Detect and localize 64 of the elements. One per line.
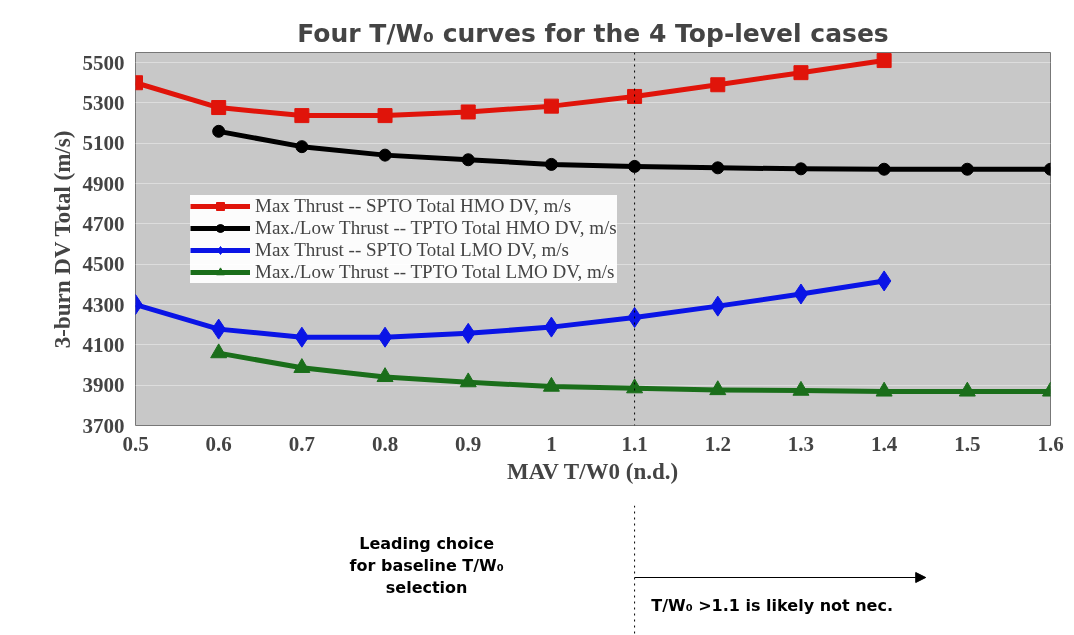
point (459, 372, 477, 388)
x-tick-label: 1.6 (1037, 431, 1064, 456)
legend-label: Max./Low Thrust -- TPTO Total HMO DV, m/s (255, 216, 617, 239)
x-tick-label: 0.5 (122, 431, 149, 456)
point (875, 381, 893, 397)
point (377, 326, 393, 348)
x-tick-label: 0.7 (288, 431, 315, 456)
point (294, 108, 310, 124)
point (709, 380, 727, 396)
point (876, 270, 892, 292)
point (211, 100, 227, 116)
y-tick-label: 4100 (82, 332, 125, 357)
y-tick-label: 5300 (82, 90, 125, 115)
x-tick-label: 1.3 (787, 431, 815, 456)
point (626, 378, 644, 394)
x-tick-label: 1.2 (704, 431, 731, 456)
point (793, 283, 809, 305)
chart-title: Four T/W₀ curves for the 4 Top-level cases (297, 18, 889, 48)
point (376, 367, 394, 383)
point (793, 65, 809, 81)
point (711, 161, 725, 175)
point (295, 140, 309, 154)
y-tick-label: 4500 (82, 252, 125, 277)
point (212, 124, 226, 138)
x-tick-label: 1 (546, 431, 557, 456)
point (960, 162, 974, 176)
point (543, 98, 559, 114)
y-tick-label: 5500 (82, 50, 125, 75)
x-tick-label: 1.5 (954, 431, 981, 456)
legend-label: Max./Low Thrust -- TPTO Total LMO DV, m/s (255, 260, 615, 283)
point (794, 162, 808, 176)
point (378, 148, 392, 162)
y-tick-label: 4300 (82, 292, 125, 317)
x-tick-label: 0.8 (371, 431, 399, 456)
legend-label: Max Thrust -- SPTO Total LMO DV, m/s (255, 238, 569, 261)
point (792, 380, 810, 396)
y-tick-label: 4700 (82, 211, 125, 236)
point (958, 381, 976, 397)
y-tick-label: 5100 (82, 131, 125, 156)
y-tick-label: 3700 (82, 413, 125, 438)
point (293, 358, 311, 373)
x-tick-label: 1.1 (621, 431, 648, 456)
point (627, 88, 643, 104)
y-tick-label: 4900 (82, 171, 125, 196)
point (877, 162, 891, 176)
x-tick-label: 0.6 (205, 431, 232, 456)
text: T/W₀ >1.1 is likely not nec. (651, 596, 894, 615)
text: Leading choice for baseline T/W₀ selection (349, 534, 504, 597)
point (460, 104, 476, 120)
point (461, 153, 475, 167)
point (710, 77, 726, 93)
point (294, 326, 310, 348)
point (542, 376, 560, 392)
y-axis-title: 3-burn DV Total (m/s) (49, 130, 75, 349)
legend-label: Max Thrust -- SPTO Total HMO DV, m/s (255, 194, 572, 217)
y-tick-label: 3900 (82, 373, 125, 398)
point (210, 343, 228, 359)
point (876, 53, 892, 69)
point (628, 159, 642, 173)
x-tick-label: 0.9 (455, 431, 482, 456)
point (544, 157, 558, 171)
x-axis-title: MAV T/W0 (n.d.) (506, 458, 679, 484)
x-tick-label: 1.4 (871, 431, 898, 456)
point (377, 108, 393, 124)
